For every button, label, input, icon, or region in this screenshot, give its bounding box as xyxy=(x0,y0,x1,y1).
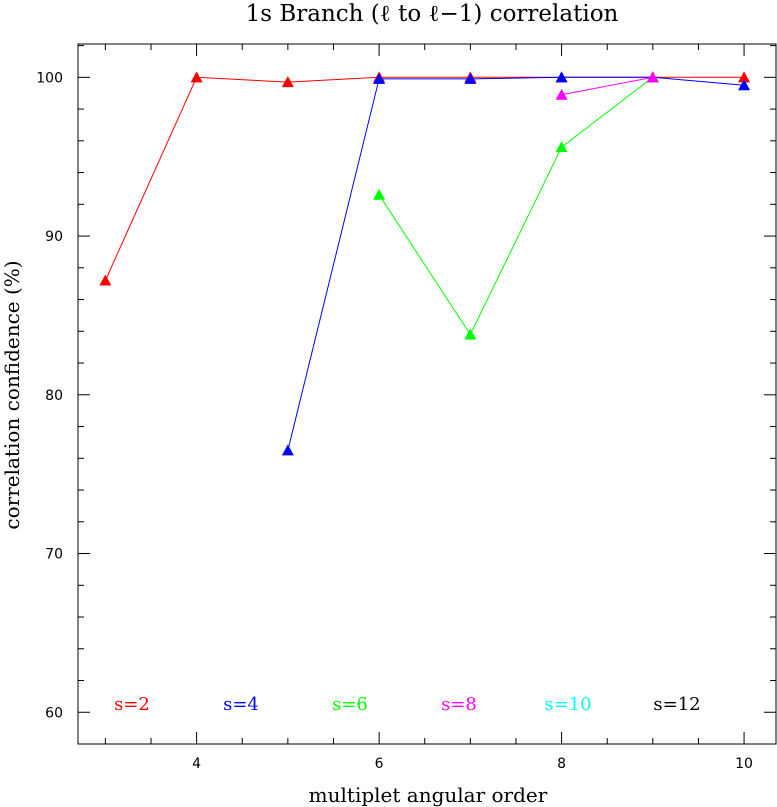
y-tick-label: 80 xyxy=(45,388,63,404)
data-point xyxy=(99,274,112,286)
data-point xyxy=(738,79,751,91)
legend: s=2 s=4 s=6 s=8 s=10 s=12 xyxy=(114,694,701,715)
series-layer xyxy=(99,71,751,456)
data-point xyxy=(555,71,568,83)
x-tick-label: 10 xyxy=(735,756,753,772)
y-tick-label: 90 xyxy=(45,229,63,245)
series-line xyxy=(561,76,653,96)
data-point xyxy=(281,76,294,88)
data-point xyxy=(281,444,294,456)
data-point xyxy=(373,188,386,200)
legend-entry: s=6 xyxy=(332,694,368,715)
y-tick-label: 100 xyxy=(36,70,63,86)
data-point xyxy=(373,72,386,84)
y-tick-label: 60 xyxy=(45,705,63,721)
x-tick-label: 8 xyxy=(557,756,566,772)
legend-entry: s=8 xyxy=(441,694,477,715)
series-line xyxy=(104,76,745,281)
series-line xyxy=(287,76,745,451)
legend-entry: s=2 xyxy=(114,694,150,715)
data-point xyxy=(190,71,203,83)
data-point xyxy=(464,328,477,340)
data-point xyxy=(464,72,477,84)
legend-entry: s=10 xyxy=(544,694,591,715)
plot-frame xyxy=(77,43,777,745)
series-line xyxy=(378,76,654,336)
tick-group: 4 6 8 10 60 70 80 90 100 xyxy=(36,44,776,772)
data-point xyxy=(555,88,568,100)
y-tick-label: 70 xyxy=(45,547,63,563)
data-point xyxy=(738,71,751,83)
y-axis-label: correlation confidence (%) xyxy=(0,260,24,529)
legend-entry: s=12 xyxy=(653,694,700,715)
data-point xyxy=(555,141,568,153)
x-tick-label: 4 xyxy=(192,756,201,772)
legend-entry: s=4 xyxy=(223,694,259,715)
chart-title: 1s Branch (ℓ to ℓ−1) correlation xyxy=(246,1,619,27)
data-point xyxy=(646,71,659,83)
x-tick-label: 6 xyxy=(375,756,384,772)
x-axis-label: multiplet angular order xyxy=(309,783,548,807)
